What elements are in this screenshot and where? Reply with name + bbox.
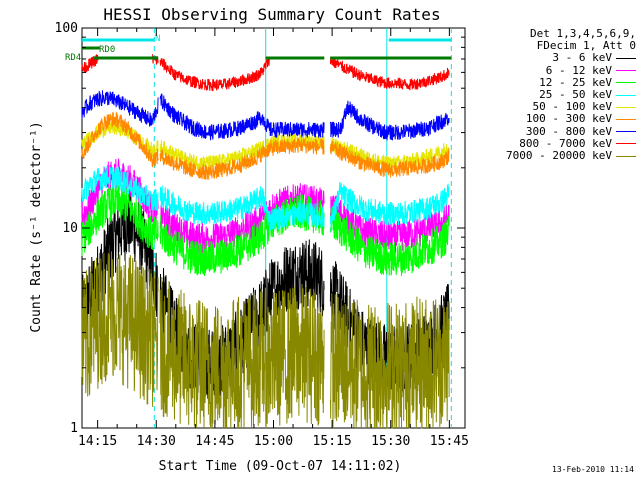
- x-axis: 14:15 14:30 14:45 15:00 15:15 15:30 15:45: [78, 28, 469, 449]
- y-tick-label: 1: [70, 421, 78, 436]
- legend-swatch: [616, 143, 636, 145]
- legend-header-line: Det 1,3,4,5,6,9,: [530, 27, 636, 40]
- legend-label: 300 - 800 keV: [525, 124, 612, 138]
- legend-swatch: [616, 131, 636, 133]
- y-tick-label: 10: [62, 221, 78, 236]
- chart-title: HESSI Observing Summary Count Rates: [103, 5, 440, 24]
- legend-header-line: FDecim 1, Att 0: [536, 39, 636, 53]
- y-tick-label: 100: [55, 21, 78, 36]
- legend-swatch: [616, 106, 636, 108]
- x-tick-label: 15:15: [313, 434, 352, 449]
- x-tick-label: 15:30: [371, 434, 410, 449]
- legend-item: 3 - 6 keV: [478, 52, 636, 64]
- legend-swatch: [616, 70, 636, 72]
- legend-item: 100 - 300 keV: [478, 113, 636, 125]
- legend-entries: 3 - 6 keV 6 - 12 keV 12 - 25 keV 25 - 50 ke…: [478, 52, 636, 162]
- legend-label: 3 - 6 keV: [552, 51, 612, 65]
- legend-swatch: [616, 58, 636, 59]
- x-tick-label: 14:45: [195, 434, 234, 449]
- series-line: [81, 90, 450, 141]
- legend-item: 25 - 50 keV: [478, 88, 636, 102]
- x-tick-label: 15:45: [430, 434, 469, 449]
- x-axis-label: Start Time (09-Oct-07 14:11:02): [159, 459, 402, 474]
- y-axis-label: Count Rate (s⁻¹ detector⁻¹): [29, 121, 44, 332]
- legend-label: 7000 - 20000 keV: [506, 149, 612, 163]
- legend-item: 6 - 12 keV: [478, 63, 636, 77]
- legend-label: 800 - 7000 keV: [519, 136, 612, 150]
- legend-label: 6 - 12 keV: [545, 63, 612, 77]
- legend-label: 50 - 100 keV: [532, 100, 612, 114]
- legend-label: 100 - 300 keV: [525, 112, 612, 126]
- legend-swatch: [616, 82, 636, 84]
- x-tick-label: 15:00: [254, 434, 293, 449]
- legend-swatch: [616, 94, 636, 96]
- legend-item: 800 - 7000 keV: [478, 136, 636, 150]
- legend-label: 25 - 50 keV: [539, 88, 612, 102]
- flag-label: RD4: [65, 53, 81, 63]
- legend-item: 12 - 25 keV: [478, 75, 636, 89]
- legend-item: 300 - 800 keV: [478, 124, 636, 138]
- legend-swatch: [616, 119, 636, 121]
- legend-swatch: [616, 155, 636, 157]
- series-line: [81, 165, 450, 233]
- series-line: [81, 112, 450, 180]
- flag-label: N: [155, 34, 160, 44]
- legend: Det 1,3,4,5,6,9, FDecim 1, Att 0 3 - 6 k…: [478, 27, 636, 162]
- flag-label: RD0: [99, 45, 115, 55]
- plot-area: N RD0 RD4: [65, 27, 466, 430]
- x-tick-label: 14:30: [137, 434, 176, 449]
- series-line: [81, 54, 450, 92]
- timestamp: 13-Feb-2010 11:14: [552, 465, 634, 474]
- legend-item: 7000 - 20000 keV: [478, 149, 636, 163]
- legend-item: 50 - 100 keV: [478, 101, 636, 113]
- x-tick-label: 14:15: [78, 434, 117, 449]
- legend-label: 12 - 25 keV: [539, 75, 612, 89]
- y-axis: 1 10 100: [55, 21, 465, 436]
- series-line: [81, 250, 450, 430]
